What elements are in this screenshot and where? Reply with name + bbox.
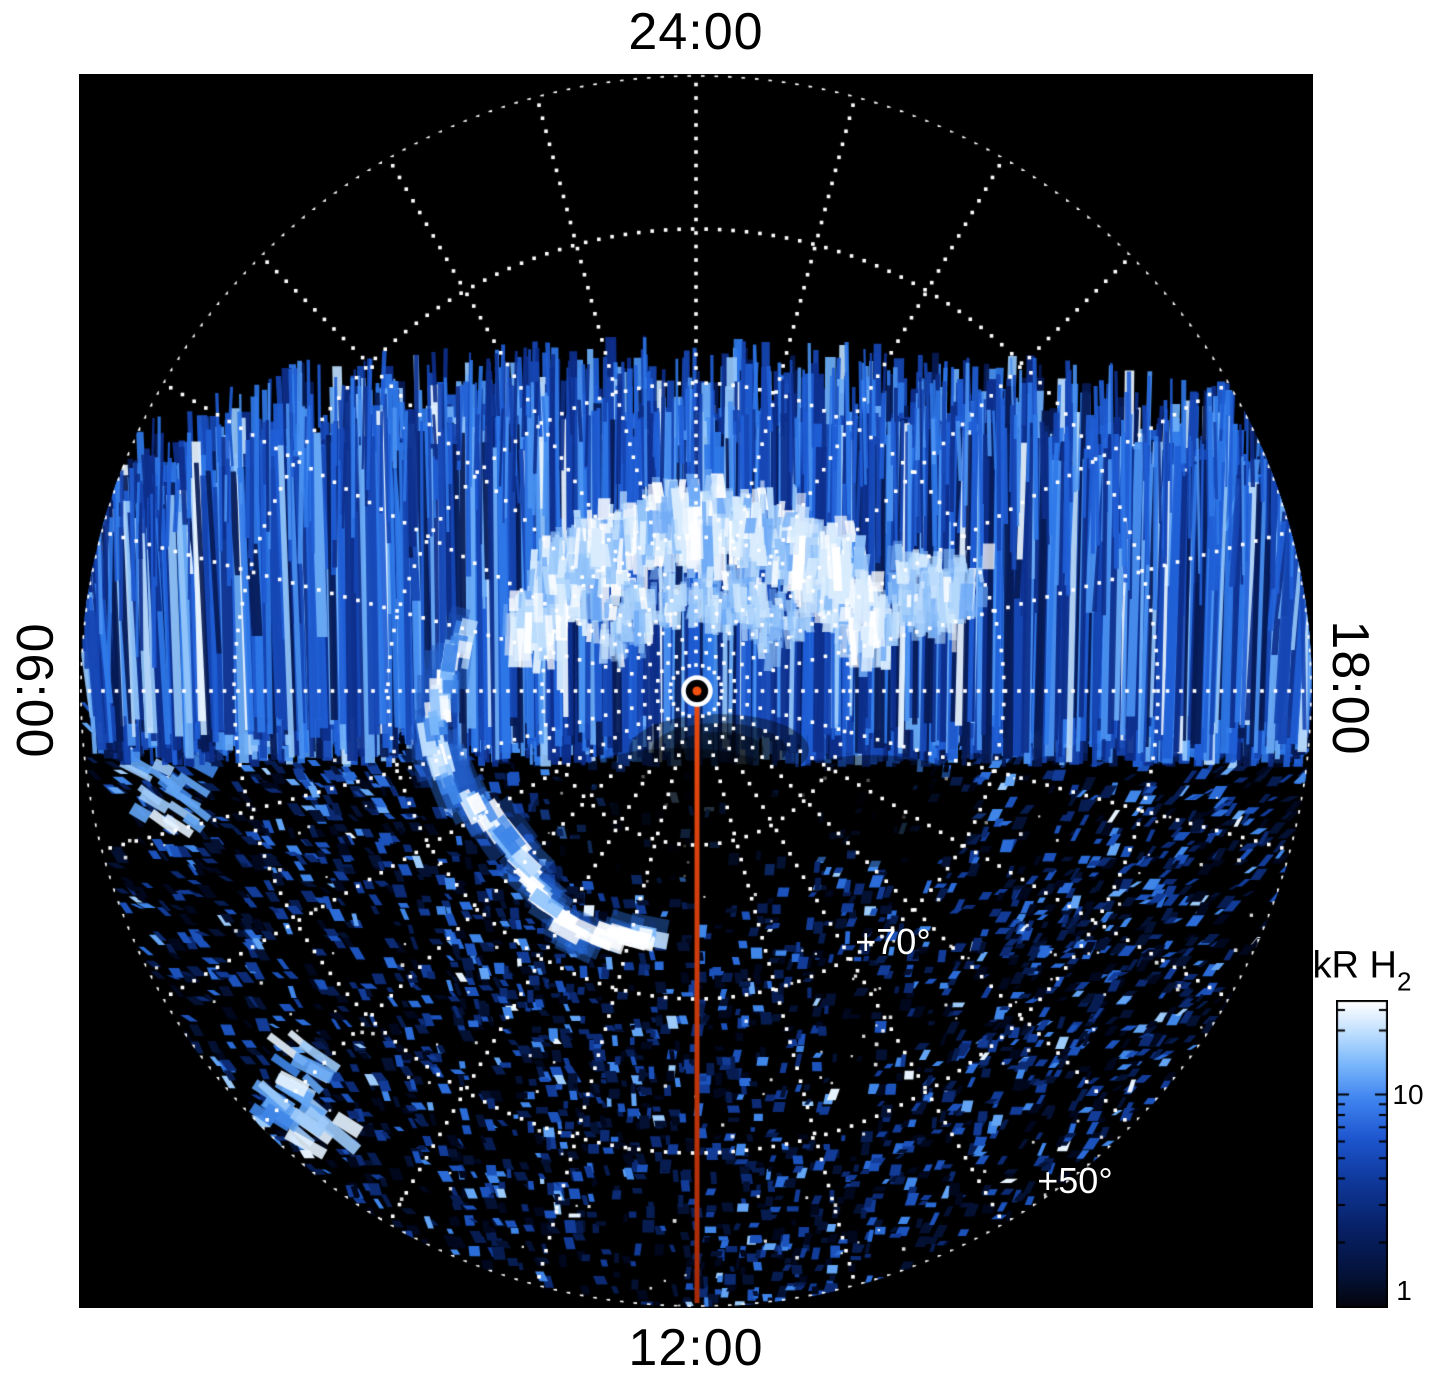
hour-label-2400: 24:00 — [628, 3, 764, 61]
hour-label-1200: 12:00 — [628, 1319, 764, 1377]
aurora-polar-map — [79, 74, 1313, 1308]
colorbar-tick-10: 10 — [1392, 1079, 1424, 1110]
colorbar-title-subscript: 2 — [1396, 966, 1412, 997]
hour-label-1800: 18:00 — [1321, 620, 1379, 756]
lat-label-50: +50° — [1037, 1160, 1113, 1201]
colorbar-tick-1: 1 — [1396, 1275, 1412, 1306]
hour-label-0600: 06:00 — [5, 623, 63, 759]
plot-area — [79, 74, 1313, 1308]
lat-label-70: +70° — [855, 921, 931, 962]
colorbar — [1336, 1000, 1388, 1308]
colorbar-title: kR H2 — [1312, 944, 1412, 997]
